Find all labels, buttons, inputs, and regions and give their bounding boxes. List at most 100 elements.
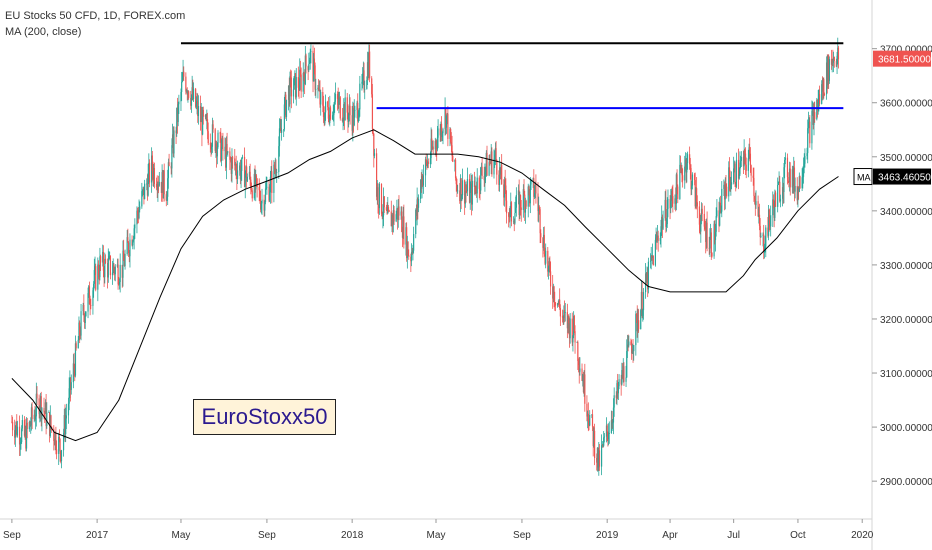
- candle-body: [30, 425, 32, 427]
- candle-body: [367, 62, 369, 77]
- candle-body: [807, 128, 809, 154]
- candle-body: [393, 210, 395, 222]
- candle-body: [162, 172, 164, 199]
- candle-body: [464, 191, 466, 204]
- candle-body: [660, 226, 662, 239]
- candle-body: [435, 141, 437, 147]
- candle-body: [500, 164, 502, 175]
- candle-body: [271, 171, 273, 193]
- candle-body: [15, 422, 17, 429]
- candle-body: [211, 124, 214, 147]
- candle-body: [79, 335, 81, 337]
- candle-body: [171, 145, 173, 169]
- candle-body: [451, 145, 453, 157]
- candle-body: [499, 167, 501, 175]
- candle-body: [529, 184, 531, 204]
- candle-body: [378, 183, 381, 209]
- y-tick-label: 2900.000000: [880, 477, 932, 488]
- candle-body: [225, 143, 227, 168]
- candle-body: [383, 196, 385, 208]
- candle-body: [429, 158, 432, 165]
- candle-body: [816, 99, 818, 120]
- candle-body: [232, 157, 234, 159]
- candle-body: [353, 110, 355, 126]
- candle-body: [675, 198, 677, 204]
- candle-body: [566, 312, 568, 329]
- candle-body: [690, 168, 692, 190]
- candle-body: [69, 377, 72, 390]
- candle-body: [181, 81, 183, 93]
- candle-body: [593, 430, 595, 446]
- candle-body: [695, 188, 697, 207]
- candle-body: [349, 105, 351, 116]
- candle-body: [36, 393, 38, 399]
- candle-body: [283, 129, 285, 131]
- candle-body: [610, 420, 612, 434]
- candle-body: [325, 101, 327, 113]
- candle-body: [490, 151, 492, 164]
- candle-body: [825, 62, 828, 95]
- candle-body: [60, 451, 62, 462]
- candle-body: [138, 209, 140, 219]
- candle-body: [480, 167, 482, 191]
- candle-body: [137, 210, 139, 215]
- candle-body: [25, 422, 28, 449]
- candle-body: [630, 341, 632, 345]
- candle-body: [329, 107, 331, 123]
- candle-body: [162, 170, 165, 199]
- candle-body: [188, 91, 190, 98]
- candle-body: [809, 121, 811, 144]
- candle-body: [578, 365, 580, 372]
- candle-body: [821, 84, 823, 92]
- candle-body: [407, 241, 409, 256]
- candle-body: [206, 119, 209, 132]
- candle-body: [123, 260, 125, 267]
- candle-body: [543, 234, 545, 255]
- candle-body: [176, 107, 178, 134]
- candle-body: [812, 110, 814, 112]
- candle-body: [720, 211, 722, 213]
- candle-body: [583, 374, 585, 393]
- candle-body: [82, 304, 84, 312]
- candle-body: [698, 206, 701, 225]
- candle-body: [799, 176, 801, 189]
- candle-body: [417, 199, 419, 208]
- candle-body: [471, 180, 473, 205]
- candle-body: [427, 161, 429, 167]
- candle-body: [371, 78, 373, 95]
- candle-body: [63, 415, 65, 434]
- candle-body: [412, 250, 414, 253]
- candle-body: [108, 256, 110, 260]
- candle-body: [185, 90, 188, 92]
- candle-body: [739, 162, 741, 175]
- candle-body: [160, 182, 163, 193]
- candle-body: [354, 109, 356, 111]
- candle-body: [719, 202, 721, 226]
- candle-body: [382, 215, 384, 217]
- candle-body: [830, 59, 833, 65]
- candle-body: [714, 223, 716, 241]
- candle-body: [318, 89, 320, 91]
- candle-body: [182, 71, 184, 80]
- candle-body: [126, 237, 128, 255]
- candle-body: [93, 270, 95, 284]
- candle-body: [371, 94, 374, 129]
- candle-body: [665, 224, 668, 227]
- candle-body: [396, 208, 399, 220]
- candle-body: [744, 153, 747, 165]
- symbol-label: EU Stocks 50 CFD, 1D, FOREX.com: [5, 10, 186, 22]
- candle-body: [395, 214, 397, 222]
- candle-body: [113, 264, 115, 270]
- candle-body: [563, 310, 566, 313]
- candle-body: [226, 143, 228, 153]
- candle-body: [636, 315, 638, 332]
- candle-body: [777, 182, 779, 185]
- candle-body: [334, 101, 336, 105]
- candle-body: [114, 266, 116, 275]
- candle-body: [274, 168, 276, 172]
- candle-body: [11, 421, 13, 423]
- candle-body: [618, 379, 620, 387]
- x-tick-label: May: [427, 530, 446, 541]
- candle-body: [544, 254, 546, 264]
